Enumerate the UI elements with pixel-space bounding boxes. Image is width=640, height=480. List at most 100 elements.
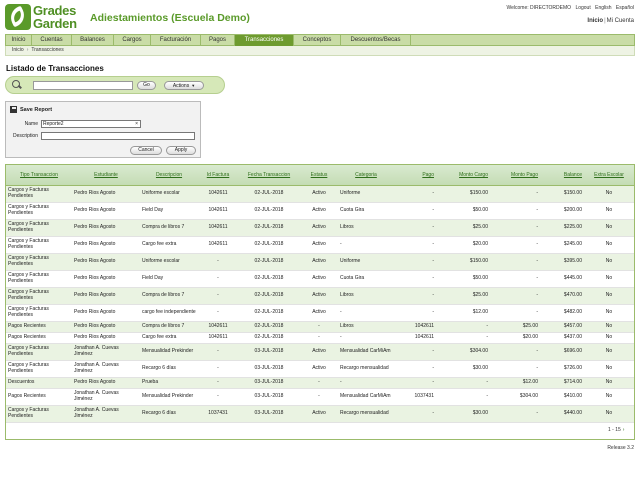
mi-cuenta-link[interactable]: Mi Cuenta <box>606 18 634 24</box>
table-row[interactable]: Pagos Recientes Pedro Rios Agosto Cargo fe… <box>6 332 634 344</box>
pagination: 1 - 15 › <box>608 427 624 433</box>
table-row[interactable]: Cargos y Facturas Pendientes Pedro Rios A… <box>6 287 634 305</box>
search-icon[interactable] <box>12 80 22 90</box>
tab-cuentas[interactable]: Cuentas <box>32 35 72 46</box>
cell-pago: - <box>394 219 436 237</box>
col-monto-cargo[interactable]: Monto Cargo <box>436 165 490 186</box>
table-row[interactable]: Cargos y Facturas Pendientes Pedro Rios A… <box>6 236 634 254</box>
cell-fecha: 02-JUL-2018 <box>238 270 300 288</box>
col-categoria[interactable]: Categoria <box>338 165 394 186</box>
cell-estudiante: Pedro Rios Agosto <box>72 185 140 203</box>
cell-estudiante: Pedro Rios Agosto <box>72 321 140 333</box>
grades-garden-logo[interactable]: Grades Garden <box>5 4 85 30</box>
cell-estatus: Activo <box>300 270 338 288</box>
col-descripcion[interactable]: Descripcion <box>140 165 198 186</box>
tab-facturacion[interactable]: Facturación <box>151 35 201 46</box>
table-row[interactable]: Cargos y Facturas Pendientes Pedro Rios A… <box>6 185 634 203</box>
cell-fecha: 02-JUL-2018 <box>238 321 300 333</box>
table-row[interactable]: Descuentos Pedro Rios Agosto Prueba -03-JUL… <box>6 377 634 389</box>
cell-estatus: Activo <box>300 202 338 220</box>
cell-id-factura: - <box>198 270 238 288</box>
cell-fecha: 02-JUL-2018 <box>238 287 300 305</box>
cell-extra-escolar: No <box>584 388 634 406</box>
col-extra-escolar[interactable]: Extra Escolar <box>584 165 634 186</box>
cell-monto-pago: - <box>490 360 540 378</box>
cell-monto-cargo: - <box>436 321 490 333</box>
cell-tipo: Cargos y Facturas Pendientes <box>6 360 72 378</box>
tab-conceptos[interactable]: Conceptos <box>294 35 341 46</box>
table-row[interactable]: Pagos Recientes Pedro Rios Agosto Compra d… <box>6 321 634 333</box>
cell-estatus: Activo <box>300 304 338 322</box>
col-monto-pago[interactable]: Monto Pago <box>490 165 540 186</box>
cell-extra-escolar: No <box>584 270 634 288</box>
save-report-header: Save Report <box>10 106 52 113</box>
report-name-field[interactable]: Reporte2 × <box>41 120 141 128</box>
page-title: Listado de Transacciones <box>6 64 104 73</box>
cell-estatus: - <box>300 332 338 344</box>
col-pago[interactable]: Pago <box>394 165 436 186</box>
actions-button[interactable]: Actions ▼ <box>164 81 204 90</box>
cell-monto-cargo: $25.00 <box>436 287 490 305</box>
apply-button[interactable]: Apply <box>166 146 196 155</box>
tab-balances[interactable]: Balances <box>72 35 114 46</box>
main-nav: Inicio Cuentas Balances Cargos Facturaci… <box>5 34 635 46</box>
col-id-factura[interactable]: Id Factura <box>198 165 238 186</box>
cell-categoria: Uniforme <box>338 253 394 271</box>
cell-monto-pago: - <box>490 304 540 322</box>
cell-extra-escolar: No <box>584 185 634 203</box>
next-page-icon[interactable]: › <box>622 427 625 433</box>
cell-id-factura: - <box>198 377 238 389</box>
breadcrumb-home[interactable]: Inicio <box>12 47 24 53</box>
description-label: Description <box>12 133 38 139</box>
cell-id-factura: 1042611 <box>198 321 238 333</box>
tab-cargos[interactable]: Cargos <box>114 35 151 46</box>
cell-tipo: Pagos Recientes <box>6 332 72 344</box>
table-row[interactable]: Cargos y Facturas Pendientes Pedro Rios A… <box>6 304 634 322</box>
col-tipo-transaccion[interactable]: Tipo Transaccion <box>6 165 72 186</box>
cell-descripcion: Recargo 6 días <box>140 405 198 423</box>
table-row[interactable]: Cargos y Facturas Pendientes Pedro Rios A… <box>6 219 634 237</box>
espanol-link[interactable]: Español <box>615 5 634 11</box>
cell-pago: 1042611 <box>394 332 436 344</box>
cell-descripcion: Cargo fee extra <box>140 332 198 344</box>
english-link[interactable]: English <box>595 5 612 11</box>
clear-icon[interactable]: × <box>135 121 138 127</box>
col-estudiante[interactable]: Estudiante <box>72 165 140 186</box>
cell-tipo: Cargos y Facturas Pendientes <box>6 343 72 361</box>
tab-transacciones[interactable]: Transacciones <box>235 35 294 46</box>
cell-id-factura: 1042611 <box>198 332 238 344</box>
tab-inicio[interactable]: Inicio <box>6 35 32 46</box>
cell-monto-cargo: - <box>436 332 490 344</box>
cell-pago: - <box>394 287 436 305</box>
tab-descuentos-becas[interactable]: Descuentos/Becas <box>341 35 411 46</box>
table-row[interactable]: Cargos y Facturas Pendientes Pedro Rios A… <box>6 270 634 288</box>
cell-monto-pago: - <box>490 405 540 423</box>
logout-link[interactable]: Logout <box>575 5 591 11</box>
cell-monto-pago: - <box>490 185 540 203</box>
col-estatus[interactable]: Estatus <box>300 165 338 186</box>
table-row[interactable]: Pagos Recientes Jonathan A. Cuevas Jiméne… <box>6 388 634 406</box>
cell-tipo: Pagos Recientes <box>6 321 72 333</box>
cell-estudiante: Jonathan A. Cuevas Jiménez <box>72 405 140 423</box>
page-range: 1 - 15 <box>608 427 621 433</box>
cell-estudiante: Jonathan A. Cuevas Jiménez <box>72 388 140 406</box>
cell-extra-escolar: No <box>584 202 634 220</box>
cell-extra-escolar: No <box>584 332 634 344</box>
table-row[interactable]: Cargos y Facturas Pendientes Jonathan A. … <box>6 405 634 423</box>
col-fecha-transaccion[interactable]: Fecha Transaccion <box>238 165 300 186</box>
tab-pagos[interactable]: Pagos <box>201 35 235 46</box>
cell-fecha: 02-JUL-2018 <box>238 253 300 271</box>
table-row[interactable]: Cargos y Facturas Pendientes Pedro Rios A… <box>6 253 634 271</box>
cell-balance: $437.00 <box>540 332 584 344</box>
cell-tipo: Descuentos <box>6 377 72 389</box>
inicio-link[interactable]: Inicio <box>587 18 604 24</box>
col-balance[interactable]: Balance <box>540 165 584 186</box>
table-row[interactable]: Cargos y Facturas Pendientes Jonathan A. … <box>6 343 634 361</box>
table-row[interactable]: Cargos y Facturas Pendientes Pedro Rios A… <box>6 202 634 220</box>
search-input[interactable] <box>33 81 133 90</box>
description-field[interactable] <box>41 132 195 140</box>
table-row[interactable]: Cargos y Facturas Pendientes Jonathan A. … <box>6 360 634 378</box>
cancel-button[interactable]: Cancel <box>130 146 162 155</box>
cell-tipo: Cargos y Facturas Pendientes <box>6 287 72 305</box>
go-button[interactable]: Go <box>137 81 156 90</box>
